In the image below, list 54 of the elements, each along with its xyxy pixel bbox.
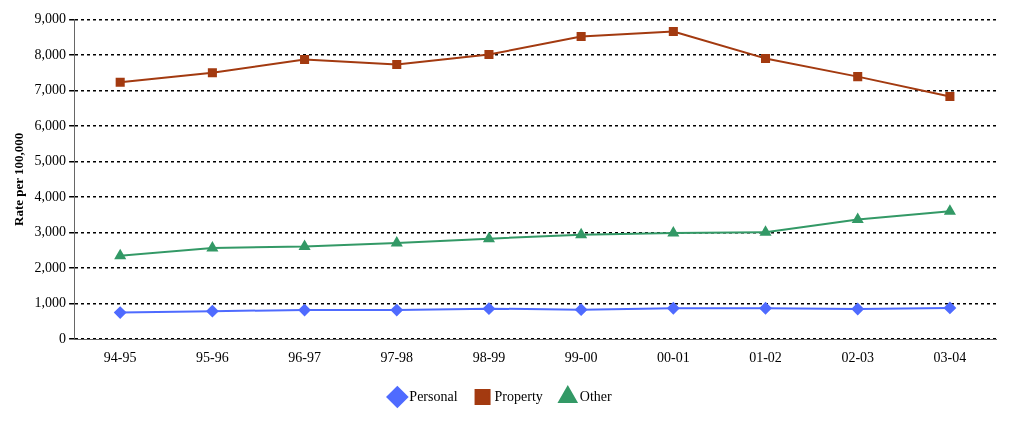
y-tick-label: 7,000	[34, 82, 67, 98]
point	[945, 91, 955, 102]
point	[852, 213, 864, 223]
point	[206, 305, 219, 318]
x-tick-label: 03-04	[933, 350, 967, 366]
x-tick-label: 95-96	[196, 350, 229, 366]
x-tick-label: 01-02	[749, 350, 782, 366]
x-tick-label: 99-00	[564, 350, 598, 366]
point	[484, 50, 494, 60]
y-tick-label: 2,000	[34, 259, 67, 275]
point	[668, 226, 679, 237]
point	[575, 303, 588, 316]
point	[114, 249, 126, 260]
point	[853, 72, 863, 82]
x-tick-label: 96-97	[288, 350, 321, 366]
y-tick-label: 4,000	[34, 188, 67, 204]
point	[299, 240, 310, 250]
point	[300, 55, 310, 65]
point	[944, 205, 956, 215]
point	[391, 236, 403, 247]
y-tick-label: 1,000	[34, 295, 67, 311]
legend-label: Other	[579, 388, 612, 404]
x-tick-label: 97-98	[380, 350, 414, 366]
point	[207, 241, 218, 252]
point	[115, 77, 125, 87]
point	[114, 306, 127, 319]
x-tick-label: 98-99	[472, 350, 506, 366]
point	[943, 301, 956, 314]
x-tick-label: 02-03	[841, 350, 875, 366]
point	[851, 303, 864, 315]
legend-label: Personal	[409, 388, 458, 404]
y-tick-label: 3,000	[34, 224, 67, 240]
y-axis-title: Rate per 100,000	[11, 132, 27, 226]
point	[207, 68, 217, 78]
point	[298, 304, 311, 317]
point	[759, 302, 772, 315]
point	[390, 304, 403, 317]
point	[667, 302, 680, 315]
y-tick-label: 5,000	[34, 153, 67, 169]
point	[483, 232, 495, 243]
point	[392, 59, 402, 70]
x-tick-label: 94-95	[103, 350, 137, 366]
point	[760, 53, 771, 64]
point	[482, 302, 495, 315]
point	[760, 226, 771, 236]
point	[576, 31, 586, 41]
y-tick-label: 8,000	[34, 46, 67, 62]
legend-label: Property	[494, 388, 543, 404]
point	[668, 26, 678, 37]
point	[575, 228, 587, 239]
y-tick-label: 6,000	[34, 117, 67, 133]
y-tick-label: 9,000	[34, 11, 67, 27]
x-tick-label: 00-01	[657, 350, 690, 366]
y-tick-label: 0	[59, 330, 67, 346]
